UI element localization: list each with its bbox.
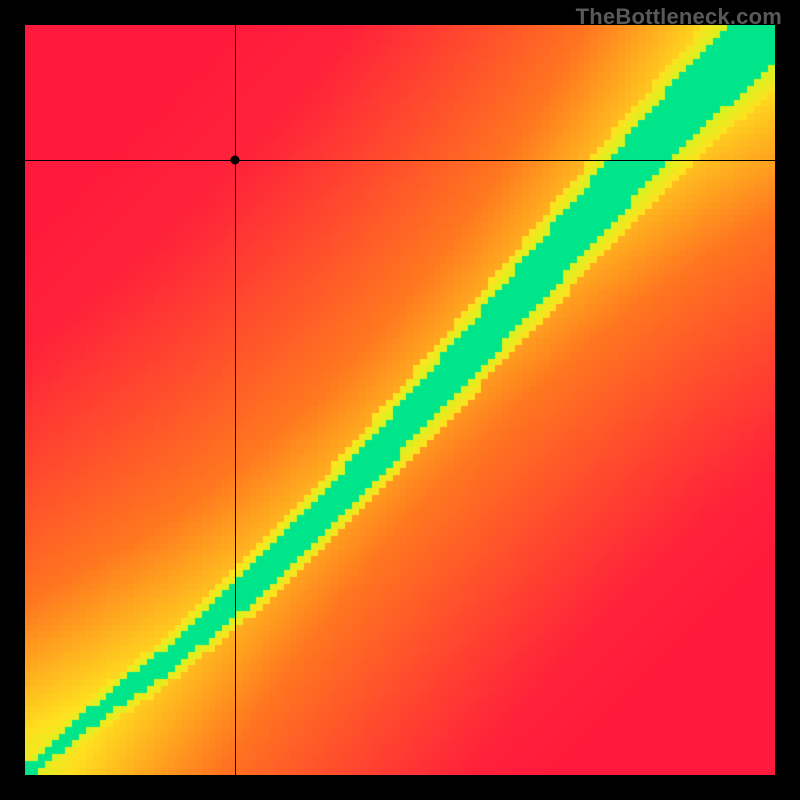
heatmap-plot (25, 25, 775, 775)
heatmap-canvas (25, 25, 775, 775)
crosshair-marker-dot (231, 156, 240, 165)
crosshair-vertical (235, 25, 236, 775)
crosshair-horizontal (25, 160, 775, 161)
watermark-text: TheBottleneck.com (576, 4, 782, 30)
